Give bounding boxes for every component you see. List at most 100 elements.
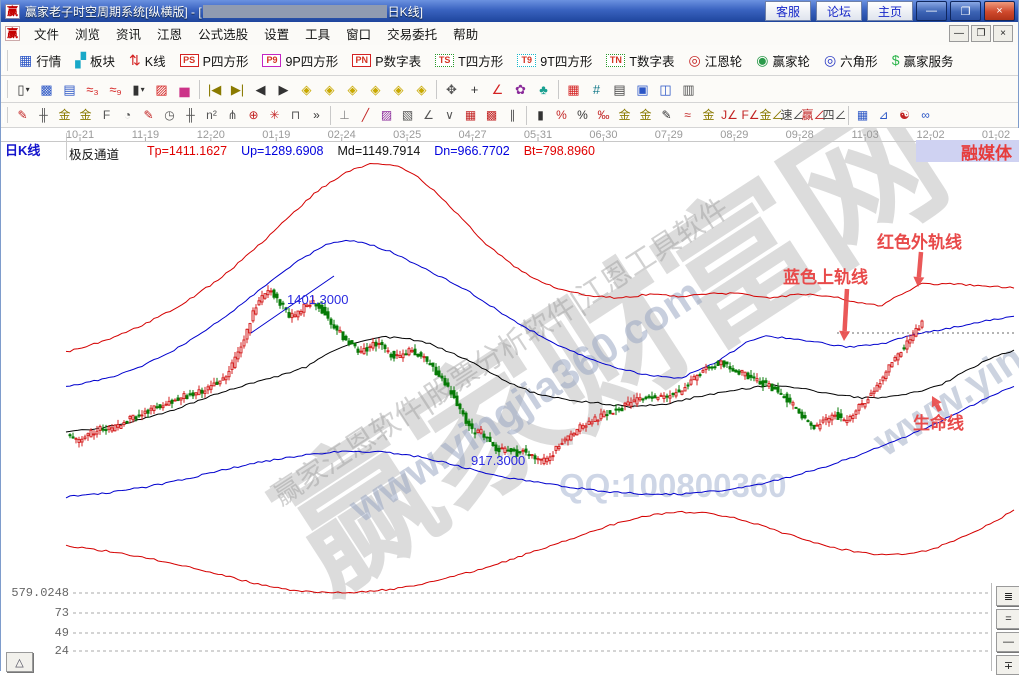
close-button[interactable]: × [984, 1, 1015, 21]
child-minimize-button[interactable]: — [949, 25, 969, 42]
ribbon-tool-button[interactable]: ✿ [515, 81, 526, 97]
ruler-button[interactable]: ⊓ [290, 107, 301, 122]
toolbar-kline-button[interactable]: ⇅ K线 [129, 51, 166, 70]
permille-line-button[interactable]: ‰ [597, 107, 610, 122]
compass-button[interactable]: ✎ [17, 107, 28, 122]
report-doc-button[interactable]: ▤ [613, 81, 626, 97]
child-restore-button[interactable]: ❐ [971, 25, 991, 42]
pattern-red-button[interactable]: ▨ [155, 81, 168, 97]
scale-medium-button[interactable]: = [996, 609, 1019, 629]
toolbar-t-square-button[interactable]: TS T四方形 [435, 51, 503, 70]
menu-窗口[interactable]: 窗口 [346, 28, 372, 42]
diamond-left-button[interactable]: ◈ [301, 81, 312, 97]
go-last-button[interactable]: ▶| [230, 81, 245, 97]
percent-button[interactable]: % [577, 107, 588, 122]
j-angle-button[interactable]: J∠ [721, 107, 738, 122]
toolbar-p-number-table-button[interactable]: PN P数字表 [352, 51, 421, 70]
star-rays-button[interactable]: ✳ [269, 107, 280, 122]
diamond-right-button[interactable]: ◈ [324, 81, 335, 97]
more-tools-button[interactable]: » [313, 107, 320, 122]
chart-area[interactable]: 赢家财富网 赢家江恩软件|股票分析软件|江恩工具软件 www.yingjia360.… [1, 128, 1019, 675]
menu-帮助[interactable]: 帮助 [453, 28, 479, 42]
toolbar-gann-wheel-button[interactable]: ◎ 江恩轮 [688, 51, 742, 70]
angle-fan-button[interactable]: ⋔ [227, 107, 238, 122]
grid-dense-button[interactable]: ▩ [485, 107, 498, 122]
f-angle-button[interactable]: F∠ [741, 107, 760, 122]
bar-grid-button[interactable]: ╫ [186, 107, 195, 122]
golden-gate-1-button[interactable]: 金 [58, 107, 71, 122]
restore-button[interactable]: ❐ [950, 1, 981, 21]
minimize-button[interactable]: — [916, 1, 947, 21]
gann-grid-button[interactable]: ╫ [39, 107, 48, 122]
speed-angle-button[interactable]: 速∠ [780, 107, 805, 122]
notes-button[interactable]: ▤ [63, 81, 76, 97]
candle-style-dropdown-button[interactable]: ▮ ▾ [132, 81, 145, 97]
expand-panel-button[interactable]: △ [6, 652, 33, 672]
kline-style-dropdown-button[interactable]: ▯ ▾ [17, 81, 30, 97]
menu-工具[interactable]: 工具 [305, 28, 331, 42]
toolbar-t-number-table-button[interactable]: TN T数字表 [606, 51, 674, 70]
color-grid-button[interactable]: ▦ [856, 107, 869, 122]
menu-资讯[interactable]: 资讯 [116, 28, 142, 42]
quick-link-home[interactable]: 主页 [866, 1, 913, 21]
calendar-button[interactable]: ▦ [567, 81, 580, 97]
trend-angle-button[interactable]: ∠ [423, 107, 434, 122]
win-angle-button[interactable]: 赢∠ [801, 107, 826, 122]
calculator-button[interactable]: # [592, 81, 601, 97]
infinity-button[interactable]: ∞ [921, 107, 930, 122]
golden-angle-button[interactable]: 金 [702, 107, 715, 122]
box-tool-button[interactable]: ⊥ [339, 107, 350, 122]
grid-red-button[interactable]: ▦ [464, 107, 477, 122]
quick-link-service[interactable]: 客服 [764, 1, 811, 21]
go-first-button[interactable]: |◀ [207, 81, 222, 97]
go-next-button[interactable]: ▶ [278, 81, 289, 97]
golden-gate-2-button[interactable]: 金 [79, 107, 92, 122]
pen-tool-button[interactable]: ✎ [661, 107, 672, 122]
menu-浏览[interactable]: 浏览 [75, 28, 101, 42]
compass-red-button[interactable]: ✎ [143, 107, 154, 122]
toolbar-9t-square-button[interactable]: T9 9T四方形 [517, 51, 592, 70]
diamond-horizontal-button[interactable]: ◈ [347, 81, 358, 97]
n-square-button[interactable]: n² [206, 107, 217, 122]
diamond-star-button[interactable]: ◈ [393, 81, 404, 97]
box-purple-button[interactable]: ▨ [380, 107, 393, 122]
time-clock-button[interactable]: ◷ [164, 107, 175, 122]
menu-设置[interactable]: 设置 [264, 28, 290, 42]
toolbar-9p-square-button[interactable]: P9 9P四方形 [262, 51, 338, 70]
menu-公式选股[interactable]: 公式选股 [198, 28, 249, 42]
gold-angle-button[interactable]: 金∠ [759, 107, 784, 122]
angle-measure-button[interactable]: ∠ [491, 81, 504, 97]
network-button[interactable]: ◫ [659, 81, 672, 97]
pattern-blue-button[interactable]: ▩ [40, 81, 53, 97]
v-lines-button[interactable]: ∨ [445, 107, 454, 122]
mini-chart-button[interactable]: ⊿ [878, 107, 889, 122]
title-bar[interactable]: 赢 赢家老子时空周期系统[纵横版] - [日K线] 客服 论坛 主页 — ❐ × [1, 0, 1018, 22]
scale-wide-button[interactable]: — [996, 632, 1019, 652]
toolbar-sectors-button[interactable]: ▞ 板块 [75, 51, 115, 70]
parallel-lines-button[interactable]: ∥ [509, 107, 516, 122]
quick-link-forum[interactable]: 论坛 [815, 1, 862, 21]
diamond-expand-button[interactable]: ◈ [370, 81, 381, 97]
toolbar-winner-service-button[interactable]: $ 赢家服务 [892, 51, 954, 70]
workstation-button[interactable]: ▥ [682, 81, 695, 97]
circle-cross-button[interactable]: ⊕ [248, 107, 259, 122]
percent-retrace-button[interactable]: % [556, 107, 567, 122]
wave-3-button[interactable]: ≈₃ [86, 81, 99, 97]
golden-line-button[interactable]: 金 [639, 107, 652, 122]
toolbar-quotes-button[interactable]: ▦ 行情 [19, 51, 61, 70]
box-hatched-button[interactable]: ▧ [401, 107, 414, 122]
menu-交易委托[interactable]: 交易委托 [387, 28, 438, 42]
diamond-vertical-button[interactable]: ◈ [416, 81, 427, 97]
histogram-button[interactable]: ▅ [179, 81, 190, 97]
yin-yang-button[interactable]: ☯ [899, 107, 910, 122]
scale-slider-button[interactable]: ∓ [996, 655, 1019, 675]
go-prev-button[interactable]: ◀ [255, 81, 266, 97]
child-close-button[interactable]: × [993, 25, 1013, 42]
wave-9-button[interactable]: ≈₉ [109, 81, 122, 97]
toolbar-winner-wheel-button[interactable]: ◉ 赢家轮 [756, 51, 810, 70]
price-bars-button[interactable]: ▮ [537, 107, 544, 122]
toolbar-p-square-button[interactable]: PS P四方形 [179, 51, 248, 70]
fibonacci-grid-button[interactable]: F [102, 107, 111, 122]
toolbar-hexagon-button[interactable]: ◎ 六角形 [824, 51, 878, 70]
scale-dense-button[interactable]: ≣ [996, 586, 1019, 606]
